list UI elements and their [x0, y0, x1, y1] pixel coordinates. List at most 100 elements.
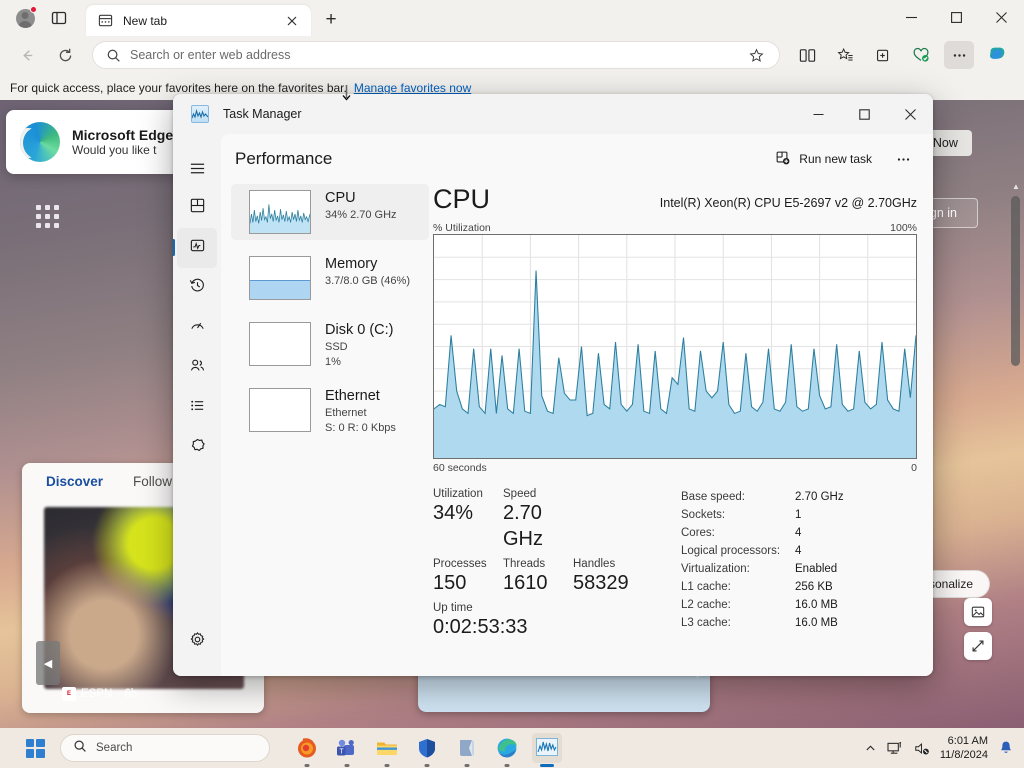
resource-sub2: S: 0 R: 0 Kbps	[325, 422, 396, 434]
cpu-utilization-graph	[433, 234, 917, 459]
browser-tab[interactable]: New tab	[86, 5, 311, 36]
previous-arrow-icon[interactable]: ◀	[36, 641, 60, 685]
run-new-task-label: Run new task	[799, 152, 872, 166]
taskbar-app-task-manager[interactable]	[532, 733, 562, 767]
settings-gear-icon	[189, 631, 206, 653]
feed-card-source: E ESPN · 6h	[62, 687, 137, 701]
hamburger-menu-icon[interactable]	[177, 148, 217, 188]
resource-sub1: SSD	[325, 341, 348, 353]
cpu-title: CPU	[433, 184, 491, 214]
network-icon[interactable]	[887, 741, 904, 756]
volume-muted-icon[interactable]	[914, 741, 930, 756]
resource-item-ethernet[interactable]: Ethernet Ethernet S: 0 R: 0 Kbps	[231, 382, 429, 438]
close-button[interactable]	[887, 94, 933, 134]
sidebar-item-settings[interactable]	[177, 622, 217, 662]
maximize-button[interactable]	[934, 0, 979, 34]
new-task-icon	[775, 150, 791, 169]
resource-item-cpu[interactable]: CPU 34% 2.70 GHz	[231, 184, 429, 240]
collections-icon[interactable]	[868, 41, 898, 69]
sidebar-item-app-history[interactable]	[177, 268, 217, 308]
copilot-icon[interactable]	[982, 41, 1012, 69]
manage-favorites-link[interactable]: Manage favorites now	[353, 81, 472, 95]
stat-label-uptime: Up time	[433, 602, 473, 614]
stat-value-utilization: 34%	[433, 502, 474, 524]
page-scrollbar[interactable]: ▲	[1011, 182, 1021, 702]
sidebar-item-services[interactable]	[177, 428, 217, 468]
expand-icon[interactable]	[964, 632, 992, 660]
spec-value-l2-cache: 16.0 MB	[795, 599, 838, 611]
taskbar-search-placeholder: Search	[96, 742, 133, 754]
taskbar-app-teams[interactable]: T	[332, 733, 362, 767]
search-icon	[73, 739, 87, 758]
run-new-task-button[interactable]: Run new task	[764, 144, 883, 175]
graph-x-right: 0	[911, 462, 917, 474]
spec-value-sockets: 1	[795, 509, 802, 521]
cpu-sparkline	[249, 190, 311, 234]
stat-label-speed: Speed	[503, 488, 537, 500]
stat-label-threads: Threads	[503, 558, 546, 570]
maximize-button[interactable]	[841, 94, 887, 134]
svg-text:T: T	[339, 748, 344, 755]
address-bar-placeholder: Search or enter web address	[130, 48, 291, 62]
feed-source-time: · 6h	[117, 688, 138, 700]
task-manager-titlebar[interactable]: Task Manager	[173, 94, 933, 134]
task-manager-body: Performance Run new task	[173, 134, 933, 676]
spec-key-l3-cache: L3 cache:	[681, 617, 731, 629]
performance-pulse-icon	[189, 237, 206, 259]
favorites-bar: For quick access, place your favorites h…	[0, 76, 1024, 100]
sidebar-item-performance[interactable]	[173, 228, 217, 268]
browser-essentials-icon[interactable]	[906, 41, 936, 69]
close-button[interactable]	[979, 0, 1024, 34]
task-manager-nav-rail	[173, 134, 221, 676]
taskbar-app-windows-security[interactable]	[412, 733, 442, 767]
resource-name: Memory	[325, 256, 378, 272]
sidebar-item-startup-apps[interactable]	[177, 308, 217, 348]
new-tab-button[interactable]: +	[325, 9, 337, 30]
taskbar-app-microsoft-edge[interactable]	[492, 733, 522, 767]
profile-avatar-icon[interactable]	[10, 3, 40, 33]
address-bar[interactable]: Search or enter web address	[92, 41, 780, 69]
star-icon[interactable]	[743, 42, 769, 68]
split-screen-icon[interactable]	[792, 41, 822, 69]
cpu-specs: Base speed: 2.70 GHz Sockets: 1 Cores: 4 Lo…	[681, 488, 844, 646]
taskbar-search-input[interactable]: Search	[60, 734, 270, 762]
app-launcher-icon[interactable]	[36, 205, 60, 229]
taskbar-app-file-explorer[interactable]	[372, 733, 402, 767]
tab-search-icon[interactable]	[44, 3, 74, 33]
search-icon	[106, 48, 121, 63]
favorites-list-icon[interactable]	[830, 41, 860, 69]
cpu-stats: Utilization Speed 34% 2.70 GHz Processes…	[433, 488, 917, 646]
resource-item-disk[interactable]: Disk 0 (C:) SSD 1%	[231, 316, 429, 372]
users-icon	[189, 357, 206, 379]
resource-name: CPU	[325, 190, 356, 206]
image-icon[interactable]	[964, 598, 992, 626]
ellipsis-icon[interactable]	[944, 41, 974, 69]
tab-discover[interactable]: Discover	[46, 473, 104, 489]
tab-follow[interactable]: Follow	[133, 473, 173, 489]
windows-start-icon[interactable]	[18, 733, 52, 763]
taskbar-app-firefox[interactable]	[292, 733, 322, 767]
scroll-up-arrow[interactable]: ▲	[1012, 182, 1020, 191]
bell-icon[interactable]	[998, 740, 1014, 756]
graph-y-label: % Utilization	[433, 222, 491, 234]
resource-sub2: 1%	[325, 356, 341, 368]
spec-value-cores: 4	[795, 527, 802, 539]
flyout-title: Microsoft Edge	[72, 127, 174, 143]
resource-item-memory[interactable]: Memory 3.7/8.0 GB (46%)	[231, 250, 429, 306]
windows-taskbar: Search T	[0, 728, 1024, 768]
minimize-button[interactable]	[795, 94, 841, 134]
taskbar-app-notepad[interactable]	[452, 733, 482, 767]
ellipsis-icon[interactable]	[887, 145, 919, 173]
back-arrow-icon[interactable]	[11, 40, 43, 70]
minimize-button[interactable]	[889, 0, 934, 34]
sidebar-item-details[interactable]	[177, 388, 217, 428]
taskbar-clock[interactable]: 6:01 AM 11/8/2024	[940, 734, 988, 762]
stat-value-speed: 2.70 GHz	[503, 502, 543, 550]
cpu-chart-svg	[434, 235, 916, 458]
scrollbar-thumb[interactable]	[1011, 196, 1020, 366]
close-icon[interactable]	[281, 10, 303, 32]
refresh-icon[interactable]	[49, 40, 81, 70]
sidebar-item-users[interactable]	[177, 348, 217, 388]
sidebar-item-processes[interactable]	[177, 188, 217, 228]
chevron-up-icon[interactable]	[864, 742, 877, 755]
